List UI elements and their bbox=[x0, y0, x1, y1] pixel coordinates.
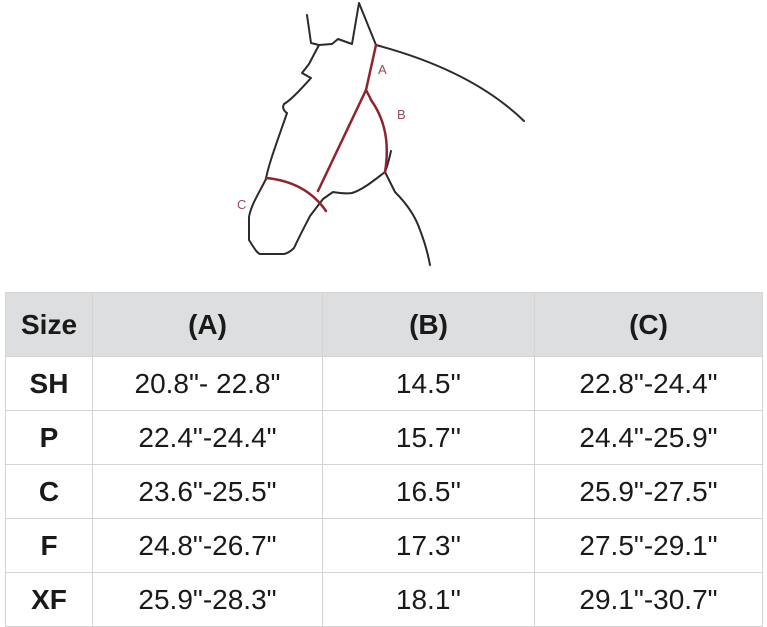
svg-text:C: C bbox=[237, 197, 246, 212]
svg-text:A: A bbox=[378, 62, 387, 77]
svg-text:B: B bbox=[397, 107, 406, 122]
